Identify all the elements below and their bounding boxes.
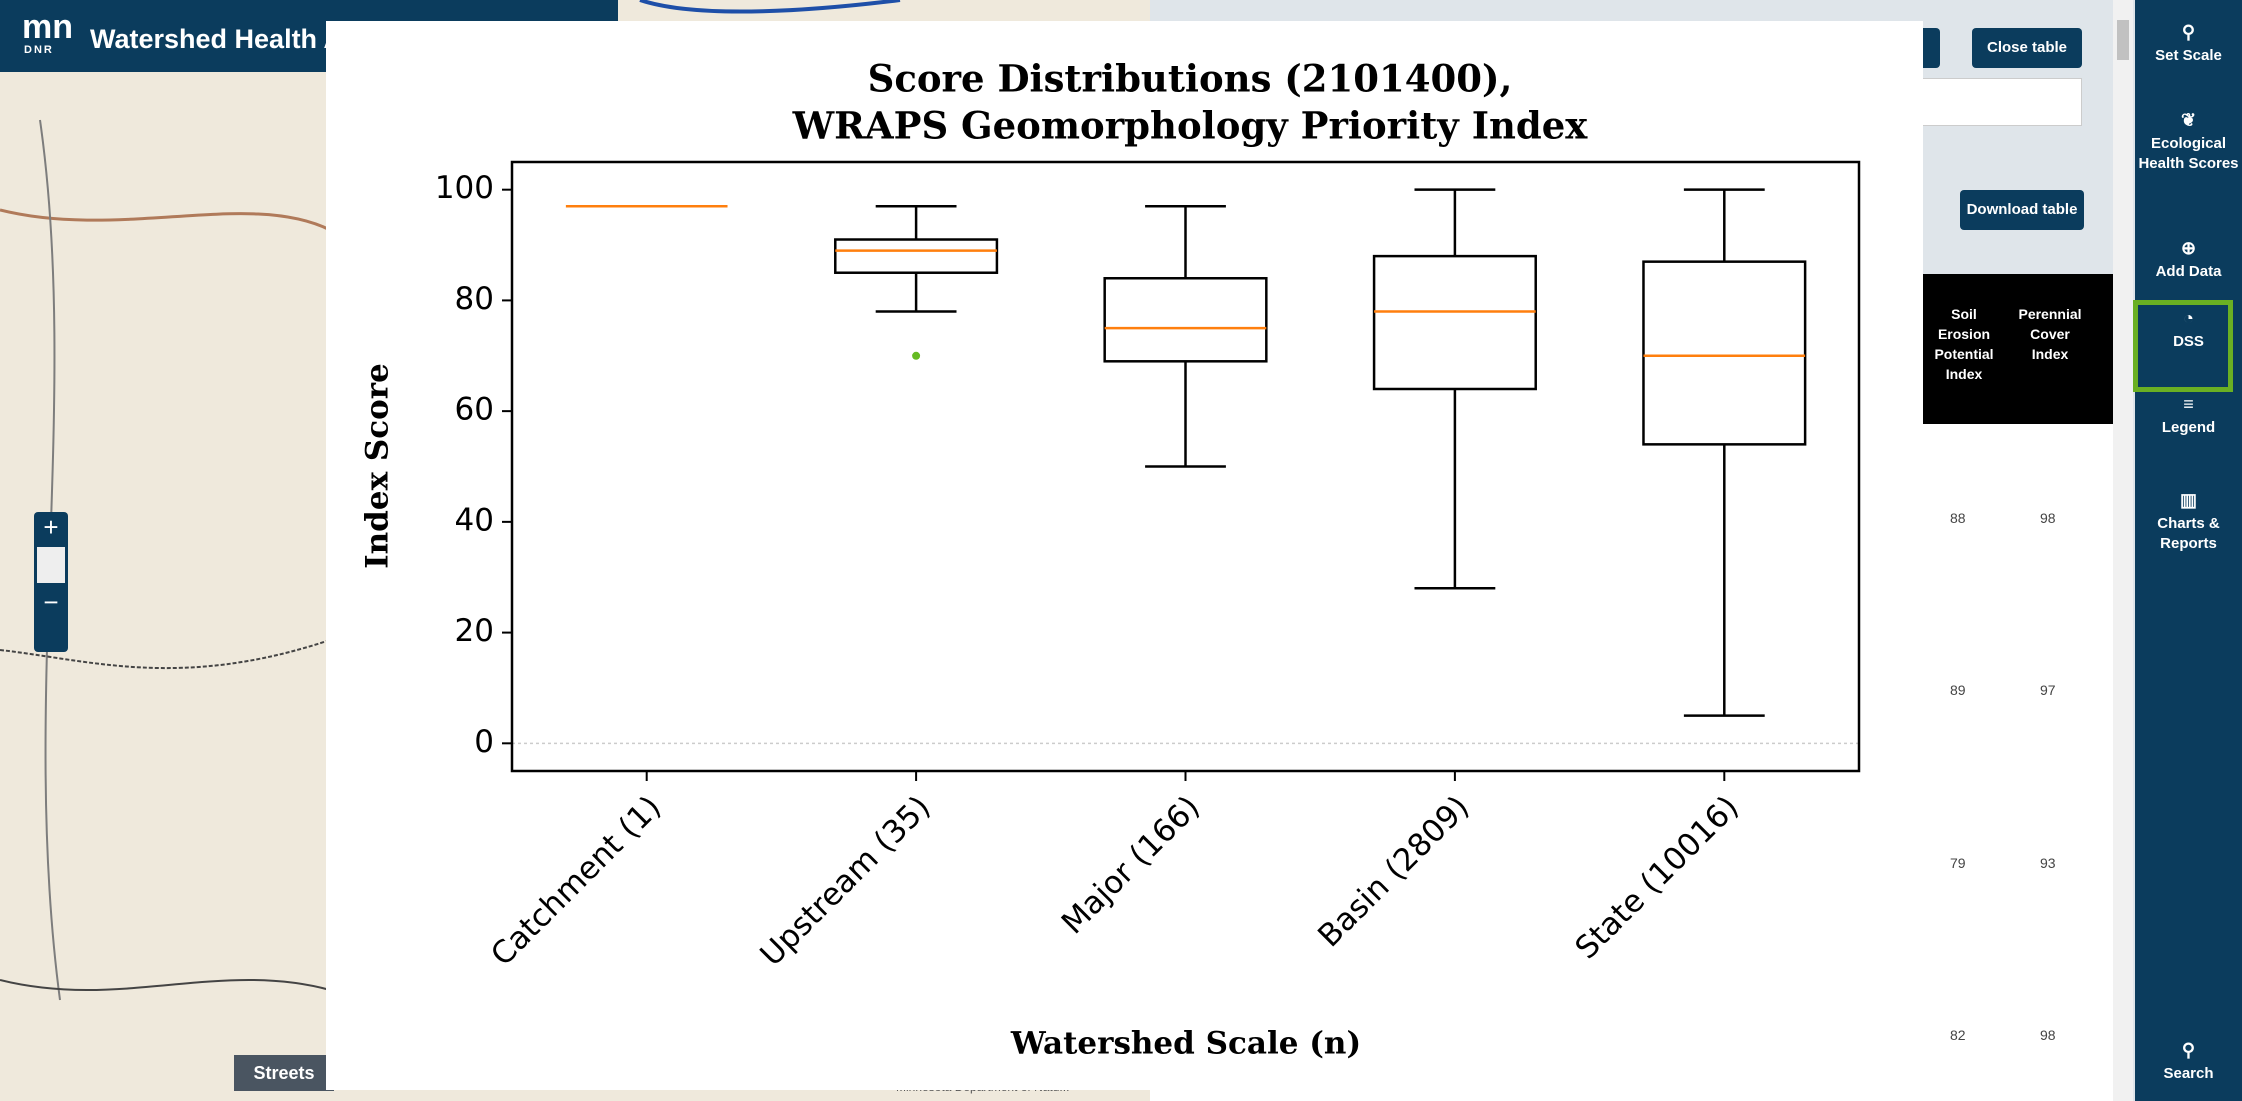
zoom-control: + −	[34, 512, 68, 652]
close-table-button[interactable]: Close table	[1972, 28, 2082, 68]
box	[1103, 277, 1268, 363]
sidebar-item[interactable]: ⚲ Set Scale	[2135, 22, 2242, 66]
table-cell: 98	[2040, 510, 2056, 526]
table-cell: 79	[1950, 855, 1966, 871]
box	[834, 238, 999, 274]
box	[1642, 260, 1807, 446]
sidebar-icon: ◔	[2183, 308, 2194, 328]
sidebar-icon: ❦	[2180, 110, 2197, 130]
sidebar-label: Add Data	[2155, 263, 2222, 280]
y-tick-label: 100	[435, 170, 494, 206]
sidebar-label: DSS	[2173, 333, 2204, 350]
table-cell: 93	[2040, 855, 2056, 871]
logo-sub: DNR	[24, 44, 54, 56]
table-header: Soil Erosion Potential Index Perennial C…	[1920, 274, 2113, 424]
box	[1372, 254, 1537, 391]
sidebar-label: Charts & Reports	[2157, 515, 2220, 552]
logo: mn	[22, 8, 73, 46]
chart-title: Score Distributions (2101400),	[868, 57, 1513, 101]
download-table-button[interactable]: Download table	[1960, 190, 2084, 230]
dss-highlight	[2133, 300, 2233, 392]
sidebar: ⚲ Set Scale ❦ Ecological Health Scores ⊕ Add …	[2135, 0, 2242, 1101]
scroll-thumb[interactable]	[2117, 20, 2129, 60]
outlier	[912, 351, 921, 360]
y-tick-label: 60	[455, 392, 494, 428]
table-cell: 82	[1950, 1027, 1966, 1043]
sidebar-item[interactable]: ◔ DSS	[2135, 308, 2242, 352]
chart-panel	[326, 21, 1923, 1090]
sidebar-label: Search	[2163, 1065, 2214, 1082]
y-tick-label: 0	[474, 724, 494, 760]
zoom-out[interactable]: −	[43, 587, 59, 617]
sidebar-item[interactable]: ❦ Ecological Health Scores	[2135, 110, 2242, 174]
sidebar-label: Set Scale	[2155, 47, 2222, 64]
app-title: Watershed Health A	[90, 24, 344, 54]
sidebar-item[interactable]: ⊕ Add Data	[2135, 238, 2242, 282]
y-tick-label: 80	[455, 281, 494, 317]
table-cell: 98	[2040, 1027, 2056, 1043]
y-axis-label: Index Score	[360, 363, 396, 569]
plot-frame	[510, 160, 1861, 773]
x-axis-label: Watershed Scale (n)	[1010, 1026, 1361, 1062]
minimap[interactable]	[37, 547, 65, 583]
sidebar-item[interactable]: ▥ Charts & Reports	[2135, 490, 2242, 554]
sidebar-icon: ▥	[2179, 490, 2197, 510]
sidebar-item[interactable]: ⚲ Search	[2135, 1040, 2242, 1084]
column-header[interactable]: Perennial Cover Index	[2018, 306, 2082, 362]
sidebar-label: Ecological Health Scores	[2138, 135, 2239, 172]
scrollbar[interactable]	[2113, 0, 2133, 1101]
basemap-button[interactable]: Streets	[234, 1055, 334, 1091]
y-tick-label: 40	[455, 502, 494, 538]
table-cell: 89	[1950, 682, 1966, 698]
sidebar-item[interactable]: ≡ Legend	[2135, 394, 2242, 438]
sidebar-icon: ⚲	[2181, 22, 2196, 42]
sidebar-icon: ⊕	[2180, 238, 2197, 258]
chart-title: WRAPS Geomorphology Priority Index	[792, 104, 1589, 148]
zoom-in[interactable]: +	[43, 512, 59, 542]
table-cell: 88	[1950, 510, 1966, 526]
y-tick-label: 20	[455, 613, 494, 649]
sidebar-icon: ≡	[2183, 394, 2194, 414]
sidebar-icon: ⚲	[2181, 1040, 2196, 1060]
table-cell: 97	[2040, 682, 2056, 698]
column-header[interactable]: Soil Erosion Potential Index	[1934, 306, 1994, 382]
sidebar-label: Legend	[2161, 419, 2216, 436]
